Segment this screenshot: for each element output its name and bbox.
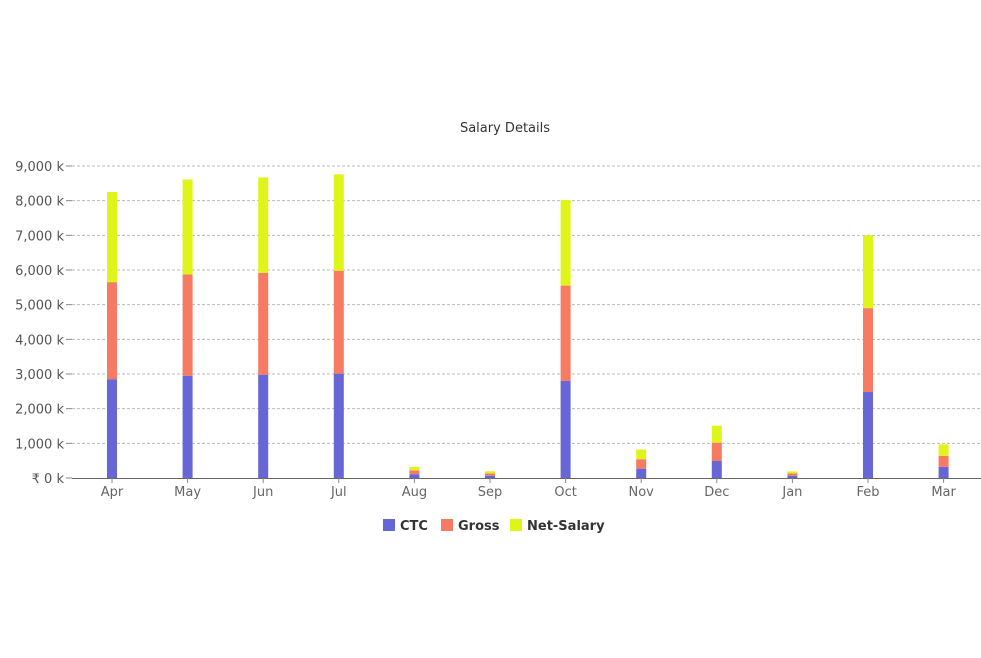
bar-net-salary-jan [787, 471, 798, 474]
bar-net-salary-feb [863, 235, 873, 309]
bar-ctc-nov [636, 468, 647, 478]
x-tick-label: Feb [856, 485, 879, 500]
bar-net-salary-nov [636, 449, 647, 460]
x-tick-label: Nov [629, 485, 655, 500]
x-tick-label: Mar [931, 485, 956, 500]
y-axis-ticks: ₹ 0 k 1,000 k 2,000 k 3,000 k 4,000 k 5,000 k… [15, 160, 72, 487]
y-tick-label: ₹ 0 k [32, 472, 65, 487]
bar-net-salary-mar [938, 444, 949, 456]
legend-swatch [510, 519, 522, 531]
bar-ctc-feb [863, 392, 873, 478]
legend-swatch [441, 519, 453, 531]
bar-ctc-dec [711, 461, 722, 478]
x-tick-label: May [174, 485, 201, 500]
y-tick-label: 3,000 k [15, 368, 64, 383]
x-tick-label: Apr [101, 485, 124, 500]
bar-net-salary-apr [107, 192, 117, 283]
legend-label: CTC [400, 519, 428, 534]
bar-ctc-may [182, 375, 193, 478]
x-tick-label: Oct [554, 485, 576, 500]
legend-swatch [383, 519, 395, 531]
bar-gross-jun [258, 272, 269, 375]
bar-net-salary-oct [560, 199, 571, 286]
legend-item-gross[interactable]: Gross [441, 519, 500, 534]
bar-ctc-oct [560, 380, 571, 478]
x-tick-label: Dec [704, 485, 729, 500]
bar-gross-jan [787, 473, 798, 476]
bar-gross-feb [863, 308, 873, 393]
y-tick-label: 7,000 k [15, 229, 64, 244]
bar-ctc-jan [787, 475, 798, 478]
x-tick-label: Jan [781, 485, 802, 500]
bar-gross-sep [485, 473, 495, 476]
bar-net-salary-dec [711, 425, 722, 443]
grid-lines [72, 165, 981, 444]
legend: CTC Gross Net-Salary [383, 519, 605, 534]
x-tick-label: Aug [402, 485, 427, 500]
y-tick-label: 5,000 k [15, 299, 64, 314]
y-tick-label: 1,000 k [15, 437, 64, 452]
bar-gross-apr [107, 282, 117, 380]
x-axis-ticks: Apr May Jun Jul Aug Sep Oct Nov Dec Jan Feb Mar [101, 478, 957, 500]
bar-gross-oct [560, 285, 571, 381]
y-tick-label: 4,000 k [15, 333, 64, 348]
bar-gross-nov [636, 459, 647, 469]
bar-gross-may [182, 274, 193, 376]
bar-gross-jul [333, 270, 344, 374]
y-tick-label: 8,000 k [15, 195, 64, 210]
y-tick-label: 2,000 k [15, 403, 64, 418]
y-tick-label: 9,000 k [15, 160, 64, 175]
legend-item-net-salary[interactable]: Net-Salary [510, 519, 605, 534]
x-tick-label: Sep [478, 485, 503, 500]
bar-ctc-mar [938, 466, 949, 478]
bar-ctc-aug [409, 474, 420, 478]
legend-label: Net-Salary [527, 519, 605, 534]
x-tick-label: Jul [330, 485, 347, 500]
bar-net-salary-may [182, 179, 193, 275]
bar-gross-mar [938, 455, 949, 467]
bars [107, 174, 949, 478]
bar-ctc-jul [333, 373, 344, 478]
bar-ctc-jun [258, 374, 269, 478]
bar-gross-dec [711, 442, 722, 462]
legend-label: Gross [458, 519, 500, 534]
bar-gross-aug [409, 470, 420, 475]
bar-net-salary-aug [409, 466, 420, 471]
bar-net-salary-jun [258, 177, 269, 273]
bar-net-salary-jul [333, 174, 344, 271]
bar-ctc-sep [485, 475, 495, 478]
y-tick-label: 6,000 k [15, 264, 64, 279]
bar-net-salary-sep [485, 471, 495, 474]
x-tick-label: Jun [252, 485, 273, 500]
bar-ctc-apr [107, 379, 117, 478]
legend-item-ctc[interactable]: CTC [383, 519, 428, 534]
chart-title: Salary Details [460, 121, 550, 136]
